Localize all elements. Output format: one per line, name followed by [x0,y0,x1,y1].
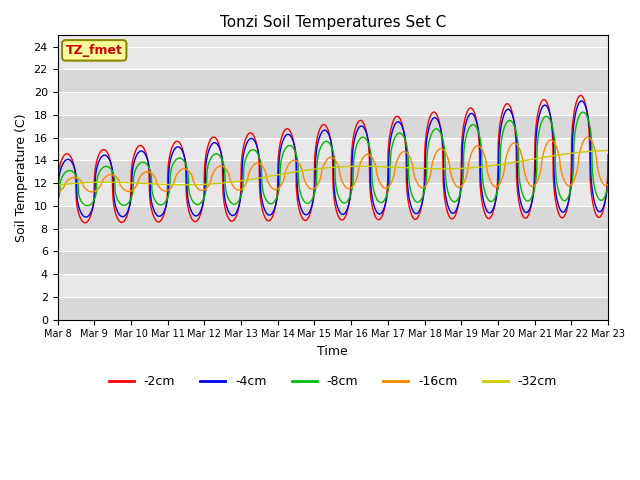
-16cm [308,186,316,192]
-2cm [604,152,612,157]
-32cm [96,180,104,185]
-2cm [309,199,317,204]
-32cm [54,182,61,188]
-32cm [367,164,374,169]
Line: -8cm: -8cm [58,112,608,206]
Bar [58,138,608,160]
-2cm [119,219,127,225]
-16cm [287,158,295,164]
-16cm [96,183,104,189]
-2cm [367,197,375,203]
Bar [58,297,608,320]
Line: -16cm: -16cm [58,137,608,192]
-16cm [584,134,591,140]
-16cm [604,181,612,187]
Legend: -2cm, -4cm, -8cm, -16cm, -32cm: -2cm, -4cm, -8cm, -16cm, -32cm [104,370,562,393]
-2cm [577,93,584,98]
-32cm [308,167,316,172]
-8cm [604,183,612,189]
Bar [58,274,608,297]
-8cm [579,109,587,115]
-16cm [367,153,374,159]
-4cm [367,187,375,192]
-2cm [287,131,295,137]
-2cm [81,220,89,226]
-4cm [54,199,61,205]
X-axis label: Time: Time [317,345,348,358]
Line: -2cm: -2cm [58,96,608,223]
-32cm [299,168,307,174]
-16cm [118,185,126,191]
-4cm [97,156,104,161]
-4cm [309,200,317,205]
-4cm [287,134,295,140]
Line: -32cm: -32cm [58,151,608,185]
Bar [58,47,608,70]
Line: -4cm: -4cm [58,101,608,217]
Bar [58,92,608,115]
-16cm [299,168,307,174]
-8cm [97,168,104,173]
-8cm [83,203,91,209]
Y-axis label: Soil Temperature (C): Soil Temperature (C) [15,113,28,242]
Bar [58,252,608,274]
Bar [58,206,608,229]
-4cm [604,179,612,184]
Text: TZ_fmet: TZ_fmet [66,44,123,57]
-4cm [82,214,90,220]
-16cm [54,189,61,195]
-8cm [367,153,375,158]
-4cm [299,209,307,215]
Bar [58,115,608,138]
Bar [58,160,608,183]
Bar [58,183,608,206]
-8cm [54,198,61,204]
-4cm [119,214,127,219]
-4cm [578,98,586,104]
-32cm [604,148,612,154]
-2cm [54,186,61,192]
Bar [58,229,608,252]
-8cm [299,196,307,202]
-8cm [287,143,295,149]
-32cm [287,169,295,175]
Bar [58,70,608,92]
-2cm [97,149,104,155]
-2cm [299,216,307,222]
-32cm [118,180,126,185]
Title: Tonzi Soil Temperatures Set C: Tonzi Soil Temperatures Set C [220,15,446,30]
-8cm [119,202,127,208]
-8cm [309,195,317,201]
